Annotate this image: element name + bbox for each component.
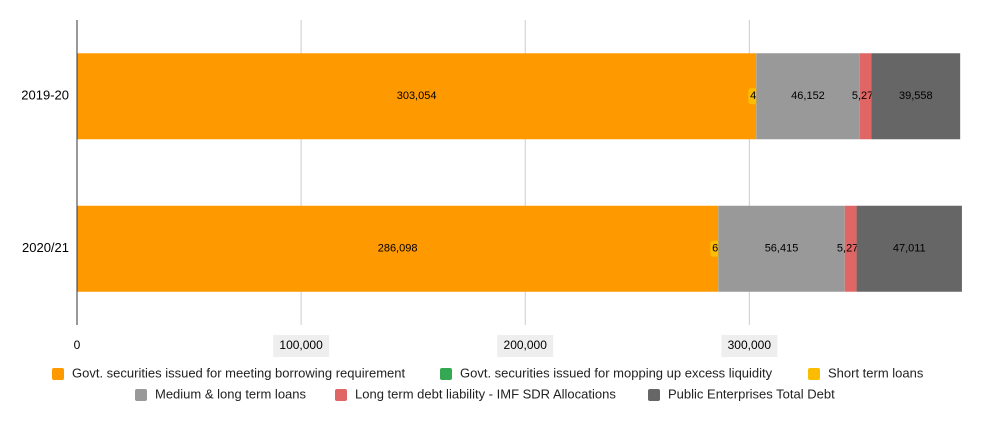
tick-label-bg bbox=[273, 335, 330, 357]
legend-swatch bbox=[335, 389, 347, 401]
legend-label: Govt. securities issued for meeting borr… bbox=[72, 365, 405, 380]
legend-label: Medium & long term loans bbox=[155, 386, 307, 401]
data-label: 47,011 bbox=[893, 243, 926, 255]
legend-swatch bbox=[808, 368, 820, 380]
legend-label: Public Enterprises Total Debt bbox=[668, 386, 835, 401]
legend-label: Long term debt liability - IMF SDR Alloc… bbox=[355, 386, 616, 401]
bar-segment bbox=[718, 205, 845, 292]
data-label: 39,558 bbox=[899, 90, 933, 102]
bar-segment bbox=[859, 53, 872, 140]
y-tick-label: 2020/21 bbox=[22, 240, 69, 255]
legend-swatch bbox=[440, 368, 452, 380]
legend-swatch bbox=[52, 368, 64, 380]
bar-segment bbox=[756, 53, 860, 140]
bar-segment bbox=[856, 205, 962, 292]
x-tick-label: 0 bbox=[74, 338, 81, 352]
x-tick-label: 100,000 bbox=[279, 338, 323, 352]
bar-segment bbox=[77, 205, 719, 292]
legend-label: Govt. securities issued for mopping up e… bbox=[460, 365, 773, 380]
y-tick-label: 2019-20 bbox=[21, 88, 69, 103]
data-label: 286,098 bbox=[378, 243, 418, 255]
legend-swatch bbox=[135, 389, 147, 401]
data-label: 303,054 bbox=[397, 90, 437, 102]
bar-segment bbox=[871, 53, 961, 140]
data-label: 46,152 bbox=[791, 90, 825, 102]
bar-segment bbox=[844, 205, 857, 292]
x-tick-label: 300,000 bbox=[728, 338, 772, 352]
data-label: 56,415 bbox=[765, 243, 799, 255]
legend-label: Short term loans bbox=[828, 365, 924, 380]
tick-label-bg bbox=[721, 335, 778, 357]
legend-swatch bbox=[648, 389, 660, 401]
x-tick-label: 200,000 bbox=[504, 338, 548, 352]
bar-segment bbox=[77, 53, 757, 140]
tick-label-bg bbox=[497, 335, 554, 357]
